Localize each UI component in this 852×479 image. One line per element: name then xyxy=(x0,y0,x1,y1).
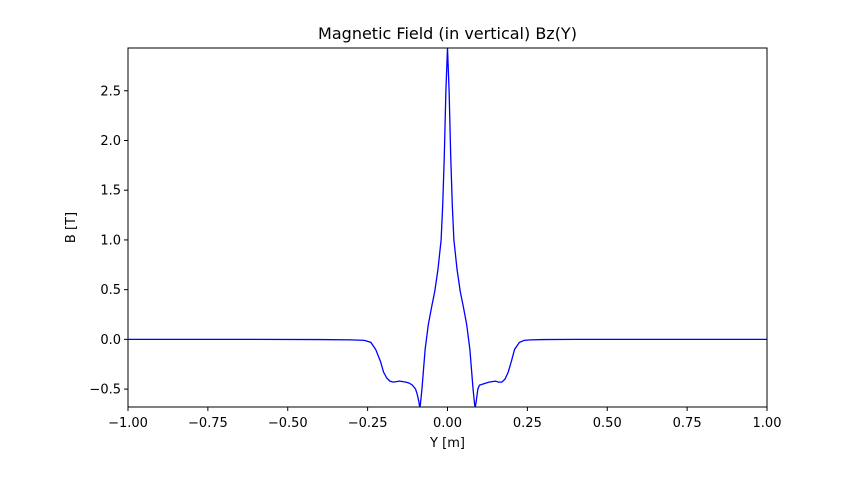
x-axis-label: Y [m] xyxy=(429,436,465,451)
y-tick-label: 1.0 xyxy=(100,233,121,248)
chart-title: Magnetic Field (in vertical) Bz(Y) xyxy=(318,24,577,43)
y-axis-label: B [T] xyxy=(64,212,79,243)
x-tick-label: −0.25 xyxy=(348,416,388,431)
plot-frame xyxy=(127,47,768,408)
y-tick-label: 2.0 xyxy=(100,134,121,149)
series-line xyxy=(128,48,767,407)
y-tick-label: 0.5 xyxy=(100,283,121,298)
plot-area xyxy=(127,47,768,408)
x-tick-label: 0.50 xyxy=(593,416,622,431)
x-tick-label: −0.50 xyxy=(268,416,308,431)
y-tick-label: −0.5 xyxy=(89,383,121,398)
x-tick-label: −0.75 xyxy=(188,416,228,431)
y-tick-label: 0.0 xyxy=(100,333,121,348)
x-axis: −1.00 −0.75 −0.50 −0.25 0.00 0.25 0.50 0.75 1.00 xyxy=(108,407,781,431)
x-tick-label: 1.00 xyxy=(753,416,782,431)
y-tick-label: 1.5 xyxy=(100,184,121,199)
x-tick-label: −1.00 xyxy=(108,416,148,431)
y-axis: −0.5 0.0 0.5 1.0 1.5 2.0 2.5 xyxy=(89,84,128,398)
x-tick-label: 0.75 xyxy=(673,416,702,431)
x-tick-label: 0.25 xyxy=(513,416,542,431)
x-tick-label: 0.00 xyxy=(433,416,462,431)
y-tick-label: 2.5 xyxy=(100,84,121,99)
